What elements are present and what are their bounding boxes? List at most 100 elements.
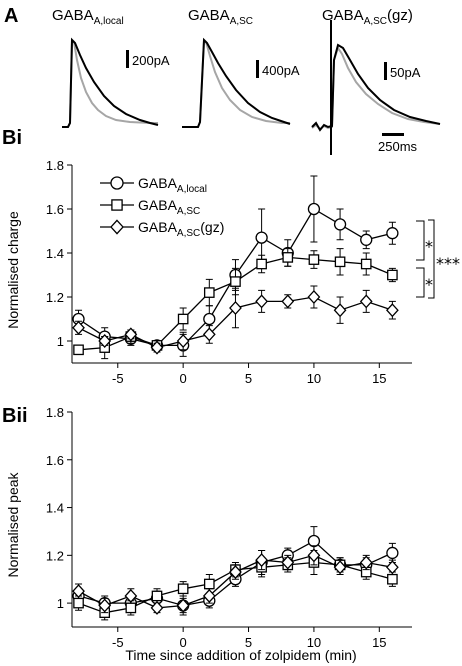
legend-label: GABAA,local [138,175,207,195]
data-point [307,534,321,548]
time-scale-label: 250ms [378,139,418,154]
data-point [177,313,189,325]
scale-label: 400pA [262,63,300,78]
data-point [125,602,137,614]
data-point [333,303,347,318]
sig-upper: * [425,237,433,256]
data-point [255,294,268,309]
data-point [255,553,268,568]
x-tick-label: -5 [112,635,124,650]
legend-label: GABAA,SC(gz) [138,219,224,239]
trace-zolpidem [182,37,291,128]
data-point [386,560,399,575]
data-point [176,333,190,349]
legend-marker [110,219,124,235]
trace-title-sc: GABAA,SC [188,7,253,27]
sig-lower: * [425,275,433,294]
scale-bar-current [126,50,129,68]
significance-brackets: * * *** [416,219,460,299]
legend-entry: GABAA,SC [100,197,200,217]
data-point [203,287,215,298]
data-point [387,573,398,585]
scale-label: 200pA [132,53,170,68]
y-tick-label: 1.6 [46,453,64,468]
sig-outer: *** [436,254,460,273]
legend-label: GABAA,SC [138,197,200,217]
bracket-lower [416,267,425,298]
y-tick-label: 1.8 [46,405,64,420]
data-point [73,597,84,609]
data-point [359,555,373,570]
data-point [333,560,347,575]
scale-bar-time [382,133,404,136]
data-point [334,256,346,268]
data-point [229,565,242,580]
data-point [124,327,138,342]
data-point [255,231,268,244]
y-axis-label: Normalised peak [5,471,21,577]
x-tick-label: 0 [180,635,187,650]
data-point [73,344,84,356]
x-tick-label: 10 [307,635,321,650]
data-point [386,227,399,240]
x-tick-label: 15 [372,371,386,386]
data-point [150,600,164,615]
legend-entry: GABAA,local [100,175,207,195]
trace-zolpidem [311,43,441,132]
data-point [150,340,164,355]
y-tick-label: 1.6 [46,202,64,217]
data-point [308,254,320,265]
data-point [281,294,295,309]
data-point [72,320,85,335]
data-point [359,294,373,309]
data-point [386,546,399,560]
legend-marker [110,176,124,190]
data-point [360,258,372,270]
y-tick-label: 1.4 [46,246,64,261]
y-tick-label: 1 [57,334,64,349]
bracket-upper [416,220,425,261]
data-point [98,598,112,613]
data-point [360,233,373,246]
data-point [386,303,399,318]
data-point [229,300,242,316]
data-point [203,312,216,326]
trace-zolpidem [62,37,159,128]
scale-bar-current [384,62,387,80]
legend-entry: GABAA,SC(gz) [100,219,224,239]
legend-marker [111,199,123,211]
data-point [307,289,321,305]
y-tick-label: 1.2 [46,290,64,305]
panel-label-bii: Bii [2,405,28,427]
series-diamond [72,285,399,355]
y-tick-label: 1.2 [46,548,64,563]
trace-group-sc-gz: 50pA 250ms [311,20,441,155]
x-axis-label: Time since addition of zolpidem (min) [125,647,356,663]
data-point [281,555,295,570]
y-tick-label: 1.8 [46,158,64,173]
data-point [202,327,216,342]
x-tick-label: 15 [372,635,386,650]
x-tick-label: 10 [307,371,321,386]
scale-bar-current [256,60,259,78]
bracket-outer [428,219,435,299]
x-tick-label: 5 [245,371,252,386]
data-point [202,588,216,603]
data-point [124,588,138,603]
panel-label-bi: Bi [2,127,22,149]
series-diamond [72,545,399,615]
data-point [72,584,85,599]
charge-chart: Normalised charge GABAA,localGABAA,SCGAB… [5,158,460,386]
scale-label: 50pA [390,65,421,80]
data-point [151,590,163,602]
panel-label-a: A [4,5,18,27]
data-point [230,276,241,287]
trace-group-local: 200pA [62,37,170,128]
data-point [307,202,321,216]
data-point [307,548,321,563]
data-point [176,598,190,613]
trace-title-local: GABAA,local [52,7,124,27]
x-tick-label: -5 [112,371,124,386]
